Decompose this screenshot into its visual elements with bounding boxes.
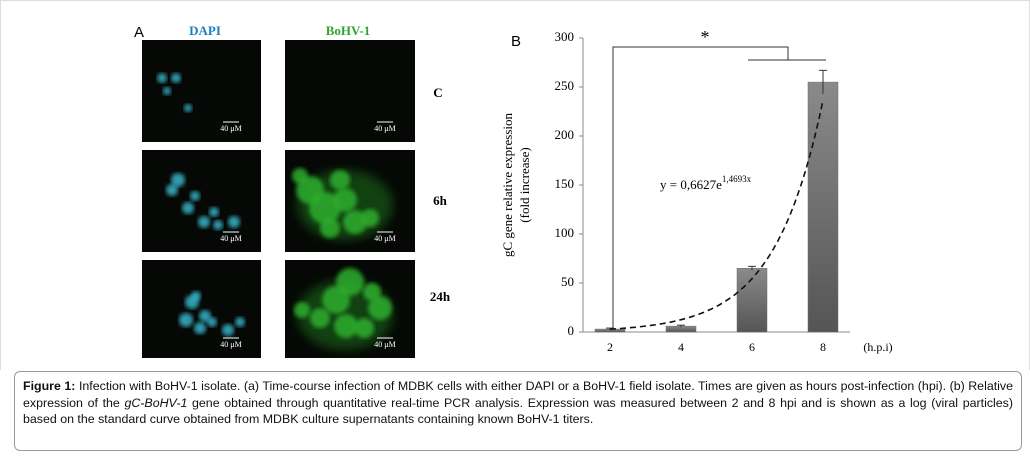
cell bbox=[184, 104, 192, 112]
y-tick-label: 100 bbox=[555, 225, 575, 240]
row-label: 24h bbox=[430, 289, 451, 304]
micrograph bbox=[142, 40, 261, 142]
row-label: C bbox=[433, 85, 442, 100]
chart: B 0 50 100 150 200 250 300 gC gene relative expr… bbox=[500, 27, 893, 354]
scale-bar-label: 40 μM bbox=[374, 340, 395, 349]
cell bbox=[361, 209, 379, 227]
scale-bar-label: 40 μM bbox=[220, 234, 241, 243]
y-tick-label: 0 bbox=[568, 323, 575, 338]
cell bbox=[163, 87, 171, 95]
scale-bar-label: 40 μM bbox=[220, 340, 241, 349]
cell bbox=[354, 318, 374, 338]
cell bbox=[194, 322, 206, 334]
trend-line bbox=[609, 100, 824, 330]
cell bbox=[166, 184, 178, 196]
y-tick-label: 150 bbox=[555, 176, 575, 191]
cell bbox=[228, 216, 240, 228]
cell bbox=[198, 216, 210, 228]
column-label: BoHV-1 bbox=[326, 23, 371, 38]
scale-bar-label: 40 μM bbox=[374, 124, 395, 133]
panel-label: B bbox=[511, 33, 521, 50]
cell bbox=[235, 317, 245, 327]
y-axis-label: (fold increase) bbox=[517, 147, 532, 222]
cell bbox=[182, 202, 194, 214]
cell bbox=[368, 296, 392, 320]
cell bbox=[179, 313, 193, 327]
y-axis-label: gC gene relative expression bbox=[500, 112, 515, 257]
caption-text: Infection with BoHV-1 isolate. (a) Time-… bbox=[23, 379, 1014, 410]
y-tick-label: 200 bbox=[555, 127, 575, 142]
trend-equation: y = 0,6627e bbox=[660, 177, 722, 192]
cell bbox=[213, 220, 223, 230]
cell bbox=[334, 314, 358, 338]
cell bbox=[157, 73, 167, 83]
cell bbox=[171, 173, 185, 187]
scale-bar-label: 40 μM bbox=[374, 234, 395, 243]
row-label: 6h bbox=[433, 193, 448, 208]
cell bbox=[207, 317, 217, 327]
caption-label: Figure 1: bbox=[23, 379, 76, 393]
x-axis-label: (h.p.i) bbox=[863, 340, 892, 354]
y-tick-label: 250 bbox=[555, 78, 575, 93]
cell bbox=[322, 286, 350, 314]
cell bbox=[190, 191, 200, 201]
cell bbox=[294, 302, 310, 318]
y-tick-label: 300 bbox=[555, 29, 575, 44]
x-tick-label: 2 bbox=[607, 340, 613, 354]
scale-bar-label: 40 μM bbox=[220, 124, 241, 133]
significance-bracket bbox=[612, 46, 789, 328]
cell bbox=[330, 170, 350, 190]
trend-exponent: 1,4693x bbox=[722, 174, 752, 184]
column-label: DAPI bbox=[189, 23, 221, 38]
x-tick-label: 6 bbox=[749, 340, 755, 354]
cell bbox=[320, 218, 340, 238]
micrograph bbox=[285, 40, 415, 142]
caption: Figure 1: Infection with BoHV-1 isolate.… bbox=[14, 371, 1022, 451]
y-tick-label: 50 bbox=[561, 274, 574, 289]
micrograph bbox=[142, 260, 261, 358]
cell bbox=[363, 283, 381, 301]
panel-label: A bbox=[134, 24, 144, 41]
cell bbox=[222, 324, 234, 336]
bar bbox=[807, 81, 839, 333]
x-tick-label: 8 bbox=[820, 340, 826, 354]
significance-marker: * bbox=[701, 27, 710, 47]
cell bbox=[292, 168, 308, 184]
cell bbox=[333, 188, 357, 212]
cell bbox=[343, 210, 367, 234]
caption-text: gene obtained through quantitative real-… bbox=[23, 395, 1013, 427]
caption-gene: gC-BoHV-1 bbox=[124, 395, 188, 410]
cell bbox=[310, 308, 330, 328]
cell bbox=[191, 291, 201, 301]
x-tick-label: 4 bbox=[678, 340, 684, 354]
micrograph bbox=[142, 150, 261, 252]
cell bbox=[171, 73, 181, 83]
micrographs: 40 μM 40 μM 40 μM 40 μM 40 μM 40 μM bbox=[142, 40, 415, 358]
cell bbox=[209, 207, 219, 217]
